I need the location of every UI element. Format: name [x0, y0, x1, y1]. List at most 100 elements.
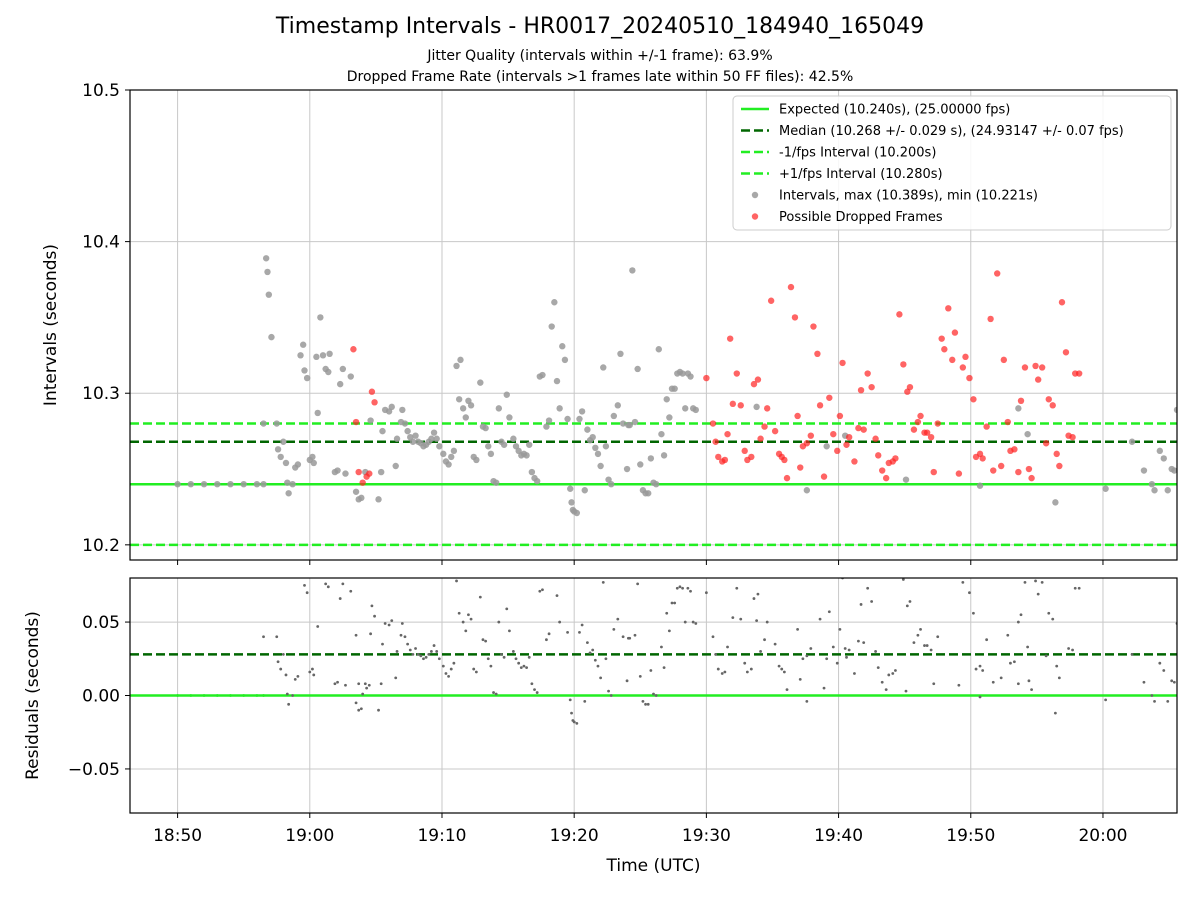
residual-point: [344, 683, 347, 687]
residual-point: [866, 586, 870, 590]
residual-point: [596, 664, 600, 668]
residual-point: [996, 490, 999, 493]
dropped-frame-point: [794, 412, 801, 420]
dropped-frame-point: [767, 297, 775, 304]
residual-point: [991, 680, 995, 684]
dropped-frame-point: [709, 420, 717, 427]
residual-point: [303, 583, 306, 587]
dropped-frame-point: [1004, 418, 1011, 426]
interval-point: [1024, 430, 1031, 438]
interval-point: [610, 412, 618, 420]
interval-point: [294, 461, 302, 468]
interval-point: [692, 406, 700, 414]
interval-point: [265, 291, 273, 298]
residual-point: [972, 611, 975, 615]
residual-point: [790, 503, 793, 506]
residual-point: [726, 645, 729, 649]
residual-point: [341, 582, 345, 586]
interval-point: [309, 453, 316, 461]
dropped-frame-point: [350, 346, 357, 353]
residual-point: [1047, 611, 1051, 615]
dropped-frame-point: [959, 364, 967, 371]
legend-entry-label: Possible Dropped Frames: [779, 210, 943, 225]
interval-point: [347, 373, 354, 380]
dropped-frame-point: [938, 335, 945, 342]
interval-point: [1128, 438, 1136, 445]
dropped-frame-point: [355, 468, 362, 476]
residual-point: [794, 533, 797, 536]
residual-point: [449, 667, 453, 671]
residual-point: [968, 591, 971, 595]
interval-point: [377, 468, 385, 476]
residual-point: [519, 666, 523, 669]
interval-point: [545, 417, 553, 424]
residual-point: [427, 652, 431, 656]
residual-point: [785, 688, 789, 692]
dropped-frame-point: [1042, 440, 1050, 447]
interval-point: [174, 480, 181, 488]
interval-point: [303, 374, 311, 382]
residual-point: [400, 622, 404, 625]
interval-point: [523, 452, 530, 459]
residual-point: [315, 571, 318, 574]
residual-point: [801, 657, 805, 661]
bottom-y-tick-label: 0.00: [82, 687, 120, 707]
residual-point: [1071, 648, 1074, 652]
residual-point: [422, 657, 425, 661]
residual-point: [459, 574, 462, 577]
residual-point: [1036, 592, 1040, 596]
residual-point: [508, 629, 511, 633]
interval-point: [634, 365, 641, 373]
residual-point: [835, 661, 839, 665]
residual-point: [756, 592, 760, 596]
residual-point: [287, 702, 291, 706]
interval-point: [285, 490, 292, 497]
residual-point: [575, 722, 579, 725]
residual-point: [601, 581, 605, 584]
residual-point: [359, 707, 363, 711]
residual-point: [408, 648, 412, 652]
interval-point: [584, 426, 591, 433]
residual-point: [281, 652, 285, 656]
residual-point: [1104, 698, 1108, 702]
dropped-frame-point: [857, 386, 865, 394]
residual-point: [607, 689, 610, 693]
interval-point: [503, 391, 510, 398]
x-tick-label: 19:00: [285, 826, 334, 846]
residual-point: [898, 530, 901, 533]
residual-point: [461, 620, 465, 624]
residual-point: [338, 597, 342, 600]
residual-point: [1034, 579, 1037, 583]
interval-point: [1140, 467, 1148, 474]
residual-point: [665, 611, 669, 615]
residual-point: [361, 692, 365, 696]
residual-point: [435, 650, 439, 653]
interval-point: [679, 370, 686, 377]
residual-point: [578, 630, 581, 634]
dropped-frame-point: [1058, 299, 1066, 306]
residual-point: [604, 657, 608, 661]
dropped-frame-point: [860, 426, 867, 433]
interval-point: [393, 435, 401, 442]
residual-point: [1027, 679, 1031, 683]
residual-point: [822, 686, 826, 690]
interval-point: [631, 418, 639, 426]
legend-entry-label: Intervals, max (10.389s), min (10.221s): [779, 189, 1038, 204]
dropped-frame-point: [1062, 349, 1070, 356]
interval-point: [274, 446, 282, 453]
interval-point: [433, 435, 440, 442]
residual-point: [773, 642, 777, 646]
residual-point: [395, 650, 399, 653]
dropped-frame-point: [843, 441, 850, 448]
dropped-frame-point: [721, 456, 729, 464]
residual-point: [1065, 566, 1068, 569]
interval-point: [253, 480, 261, 488]
x-tick-label: 19:10: [417, 826, 466, 846]
residual-point: [497, 620, 501, 624]
residual-point: [925, 644, 929, 647]
dropped-frame-point: [1053, 450, 1060, 458]
interval-point: [445, 461, 452, 468]
residual-point: [293, 677, 297, 681]
legend-entry-label: Expected (10.240s), (25.00000 fps): [779, 103, 1010, 118]
residual-point: [202, 694, 206, 697]
